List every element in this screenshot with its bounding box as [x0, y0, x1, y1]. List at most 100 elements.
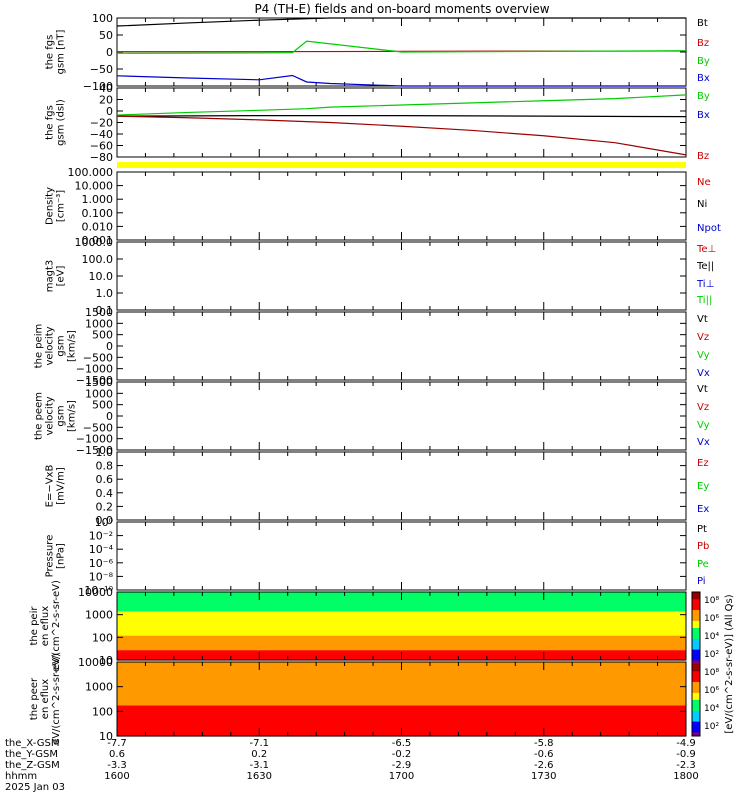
ytick-label: 1.000 — [82, 193, 114, 206]
ytick-label: 1000 — [85, 387, 113, 400]
colorbar-segment — [692, 642, 700, 647]
panel-10 — [116, 661, 687, 737]
ytick-label: 1500 — [85, 306, 113, 319]
xaxis-row-label: the_Z-GSM — [5, 760, 60, 771]
ylabel: the peim — [34, 324, 45, 369]
ylabel: gsm — [56, 405, 67, 426]
xtick-x-gsm: -7.1 — [249, 738, 269, 749]
colorbar-segment — [692, 728, 700, 733]
ytick-label: −500 — [83, 351, 113, 364]
spectrogram-band — [117, 692, 686, 698]
legend-Vt: Vt — [697, 384, 708, 395]
ylabel: en eflux — [40, 606, 51, 646]
ytick-label: 10⁻⁸ — [89, 570, 114, 583]
legend-Ni: Ni — [697, 199, 707, 210]
ylabel: the peer — [29, 677, 40, 720]
legend-Pt: Pt — [697, 524, 707, 535]
ylabel: Density — [45, 187, 56, 225]
ytick-label: 50 — [99, 29, 113, 42]
ytick-label: −60 — [90, 140, 113, 153]
ylabel: the peir — [29, 606, 40, 646]
xtick-x-gsm: -6.5 — [392, 738, 412, 749]
spectrogram-band — [117, 640, 686, 647]
ylabel: [km/s] — [67, 330, 78, 362]
ytick-label: 100 — [92, 12, 113, 25]
colorbar-segment — [692, 595, 700, 600]
ytick-label: 10⁻⁴ — [89, 543, 114, 556]
series-Bx — [116, 114, 687, 118]
ytick-label: 1.0 — [96, 287, 114, 300]
mode-bar — [117, 162, 686, 168]
legend-Pi: Pi — [697, 576, 706, 587]
plot-title: P4 (TH-E) fields and on-board moments ov… — [254, 2, 549, 16]
colorbar-tick: 10² — [704, 650, 719, 660]
colorbar-segment — [692, 628, 700, 633]
colorbar-segment — [692, 732, 700, 737]
legend-Pb: Pb — [697, 541, 709, 552]
xtick-z-gsm: -2.9 — [392, 760, 412, 771]
ytick-label: 10⁻² — [89, 530, 113, 543]
xtick-hhmm: 1700 — [389, 771, 414, 782]
spectrogram-band — [117, 714, 686, 720]
colorbar-segment — [692, 674, 700, 679]
legend-Ti||: Ti|| — [696, 295, 712, 306]
legend-Bt: Bt — [697, 18, 708, 29]
panel-frame — [116, 521, 687, 591]
colorbar-segment — [692, 646, 700, 651]
ytick-label: 0.001 — [82, 234, 114, 247]
series-By — [116, 94, 687, 116]
ytick-label: 0.4 — [96, 487, 114, 500]
colorbar-segment — [692, 602, 700, 607]
ytick-label: 100.0 — [82, 253, 114, 266]
xtick-x-gsm: -4.9 — [676, 738, 696, 749]
xtick-y-gsm: 0.2 — [251, 749, 267, 760]
ytick-label: 0.100 — [82, 207, 114, 220]
spectrogram-band — [117, 722, 686, 728]
legend-Pe: Pe — [697, 559, 709, 570]
ytick-label: 500 — [92, 399, 113, 412]
colorbar-segment — [692, 685, 700, 690]
panel-9 — [116, 591, 687, 661]
xtick-y-gsm: -0.6 — [534, 749, 554, 760]
colorbar-segment — [692, 692, 700, 697]
ytick-label: −20 — [90, 117, 113, 130]
spectrogram-band — [117, 696, 686, 702]
colorbar-segment — [692, 718, 700, 723]
ytick-label: 10.0 — [89, 270, 114, 283]
panel-6 — [116, 381, 687, 451]
legend-Vx: Vx — [697, 368, 710, 379]
ytick-label: 10⁻¹⁰ — [84, 584, 113, 597]
ylabel: [eV] — [56, 266, 67, 287]
ytick-label: −1500 — [76, 374, 113, 387]
ytick-label: 0.010 — [82, 220, 114, 233]
ytick-label: 0 — [106, 46, 113, 59]
ytick-label: 1.0 — [96, 446, 114, 459]
colorbar-segment — [692, 689, 700, 694]
xtick-z-gsm: -2.6 — [534, 760, 554, 771]
panel-4 — [116, 241, 687, 311]
legend-Te⊥: Te⊥ — [696, 244, 716, 255]
panel-frame — [116, 241, 687, 311]
ytick-label: 10⁻⁶ — [89, 557, 114, 570]
panel-1 — [116, 17, 687, 87]
colorbar-segment — [692, 620, 700, 625]
spectrogram-band — [117, 683, 686, 689]
legend-Vz: Vz — [697, 332, 709, 343]
colorbar-segment — [692, 624, 700, 629]
colorbar-segment — [692, 721, 700, 726]
ytick-label: −1000 — [76, 363, 113, 376]
legend-Vx: Vx — [697, 437, 710, 448]
ytick-label: −50 — [90, 63, 113, 76]
legend-Ti⊥: Ti⊥ — [696, 279, 714, 290]
colorbar-label: [eV/(cm^2-s-sr-eV)] (All Qs) — [724, 594, 735, 733]
ytick-label: 40 — [99, 82, 113, 95]
ytick-label: 0.8 — [96, 460, 114, 473]
spectrogram-band — [117, 626, 686, 632]
colorbar-segment — [692, 678, 700, 683]
legend-Ey: Ey — [697, 481, 709, 492]
xtick-x-gsm: -7.7 — [107, 738, 127, 749]
ylabel: the fgs — [45, 105, 56, 140]
ylabel: velocity — [45, 396, 56, 435]
colorbar-segment — [692, 664, 700, 669]
colorbar-segment — [692, 700, 700, 705]
